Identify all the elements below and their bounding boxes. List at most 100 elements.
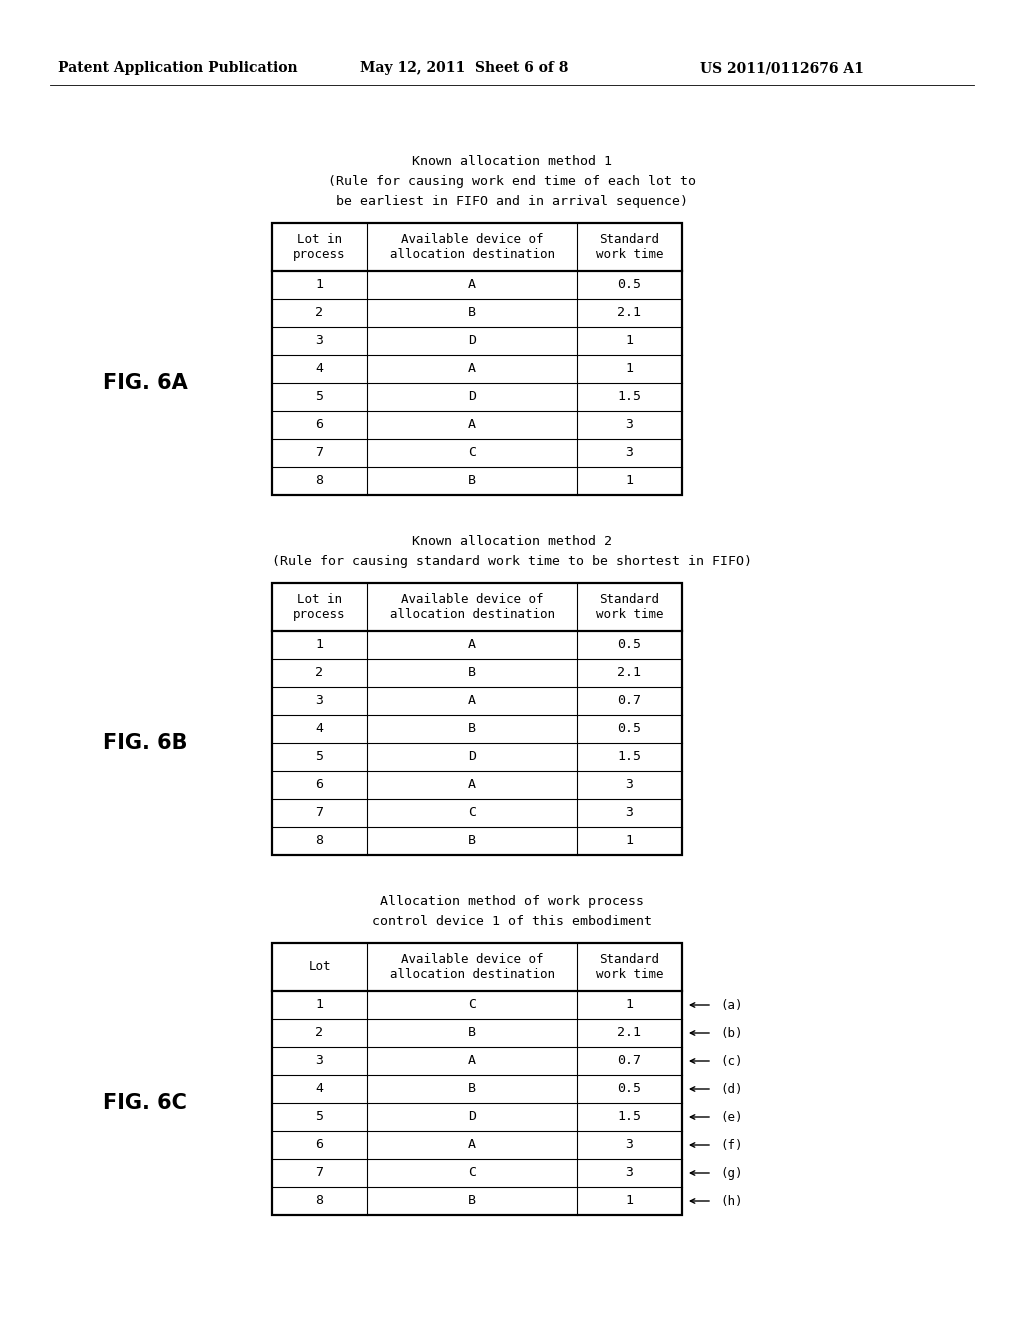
Text: 1.5: 1.5 — [617, 391, 641, 404]
Text: A: A — [468, 779, 476, 792]
Text: 5: 5 — [315, 751, 324, 763]
Text: (f): (f) — [720, 1138, 742, 1151]
Text: B: B — [468, 834, 476, 847]
Text: 8: 8 — [315, 1195, 324, 1208]
Text: 6: 6 — [315, 1138, 324, 1151]
Text: 6: 6 — [315, 779, 324, 792]
Text: 8: 8 — [315, 834, 324, 847]
Text: Standard
work time: Standard work time — [596, 953, 664, 981]
Text: (a): (a) — [720, 998, 742, 1011]
Text: Available device of
allocation destination: Available device of allocation destinati… — [389, 953, 555, 981]
Text: 0.7: 0.7 — [617, 1055, 641, 1068]
Text: May 12, 2011  Sheet 6 of 8: May 12, 2011 Sheet 6 of 8 — [360, 61, 568, 75]
Text: Patent Application Publication: Patent Application Publication — [58, 61, 298, 75]
Text: Lot in
process: Lot in process — [293, 234, 346, 261]
Text: 1: 1 — [626, 474, 634, 487]
Text: be earliest in FIFO and in arrival sequence): be earliest in FIFO and in arrival seque… — [336, 195, 688, 209]
Text: A: A — [468, 1138, 476, 1151]
Text: 8: 8 — [315, 474, 324, 487]
Text: (h): (h) — [720, 1195, 742, 1208]
Text: US 2011/0112676 A1: US 2011/0112676 A1 — [700, 61, 864, 75]
Text: Lot: Lot — [308, 961, 331, 974]
Text: B: B — [468, 667, 476, 680]
Text: 3: 3 — [315, 334, 324, 347]
Text: B: B — [468, 1195, 476, 1208]
Text: C: C — [468, 807, 476, 820]
Text: D: D — [468, 334, 476, 347]
Text: 2: 2 — [315, 1027, 324, 1040]
Text: 0.5: 0.5 — [617, 279, 641, 292]
Text: Available device of
allocation destination: Available device of allocation destinati… — [389, 593, 555, 620]
Text: 2.1: 2.1 — [617, 1027, 641, 1040]
Text: (e): (e) — [720, 1110, 742, 1123]
Text: Known allocation method 1: Known allocation method 1 — [412, 154, 612, 168]
Text: B: B — [468, 1027, 476, 1040]
Text: FIG. 6A: FIG. 6A — [102, 374, 187, 393]
Bar — [272, 223, 682, 495]
Text: D: D — [468, 751, 476, 763]
Text: 1: 1 — [626, 834, 634, 847]
Text: 2: 2 — [315, 306, 324, 319]
Text: (g): (g) — [720, 1167, 742, 1180]
Text: FIG. 6B: FIG. 6B — [102, 733, 187, 752]
Text: 5: 5 — [315, 1110, 324, 1123]
Text: 3: 3 — [626, 779, 634, 792]
Text: A: A — [468, 363, 476, 375]
Text: 1: 1 — [626, 998, 634, 1011]
Text: (b): (b) — [720, 1027, 742, 1040]
Text: 7: 7 — [315, 1167, 324, 1180]
Text: 1: 1 — [626, 1195, 634, 1208]
Text: D: D — [468, 391, 476, 404]
Text: 4: 4 — [315, 722, 324, 735]
Bar — [272, 942, 682, 1214]
Text: A: A — [468, 639, 476, 652]
Text: 5: 5 — [315, 391, 324, 404]
Text: 3: 3 — [626, 418, 634, 432]
Bar — [272, 583, 682, 855]
Text: 1: 1 — [315, 279, 324, 292]
Text: B: B — [468, 722, 476, 735]
Text: 3: 3 — [315, 694, 324, 708]
Text: Standard
work time: Standard work time — [596, 234, 664, 261]
Text: (Rule for causing work end time of each lot to: (Rule for causing work end time of each … — [328, 176, 696, 187]
Text: A: A — [468, 279, 476, 292]
Text: 2.1: 2.1 — [617, 306, 641, 319]
Text: A: A — [468, 694, 476, 708]
Text: B: B — [468, 1082, 476, 1096]
Text: (Rule for causing standard work time to be shortest in FIFO): (Rule for causing standard work time to … — [272, 554, 752, 568]
Text: 1: 1 — [626, 363, 634, 375]
Text: 6: 6 — [315, 418, 324, 432]
Text: 2: 2 — [315, 667, 324, 680]
Text: 2.1: 2.1 — [617, 667, 641, 680]
Text: (c): (c) — [720, 1055, 742, 1068]
Text: 4: 4 — [315, 363, 324, 375]
Text: control device 1 of this embodiment: control device 1 of this embodiment — [372, 915, 652, 928]
Text: (d): (d) — [720, 1082, 742, 1096]
Text: A: A — [468, 418, 476, 432]
Text: B: B — [468, 306, 476, 319]
Text: 0.7: 0.7 — [617, 694, 641, 708]
Text: 7: 7 — [315, 807, 324, 820]
Text: Available device of
allocation destination: Available device of allocation destinati… — [389, 234, 555, 261]
Text: 3: 3 — [315, 1055, 324, 1068]
Text: 3: 3 — [626, 1138, 634, 1151]
Text: D: D — [468, 1110, 476, 1123]
Text: 1.5: 1.5 — [617, 751, 641, 763]
Text: C: C — [468, 998, 476, 1011]
Text: C: C — [468, 1167, 476, 1180]
Text: Lot in
process: Lot in process — [293, 593, 346, 620]
Text: Allocation method of work process: Allocation method of work process — [380, 895, 644, 908]
Text: 3: 3 — [626, 1167, 634, 1180]
Text: 0.5: 0.5 — [617, 1082, 641, 1096]
Text: Standard
work time: Standard work time — [596, 593, 664, 620]
Text: 3: 3 — [626, 807, 634, 820]
Text: 0.5: 0.5 — [617, 722, 641, 735]
Text: 1: 1 — [626, 334, 634, 347]
Text: Known allocation method 2: Known allocation method 2 — [412, 535, 612, 548]
Text: B: B — [468, 474, 476, 487]
Text: C: C — [468, 446, 476, 459]
Text: 7: 7 — [315, 446, 324, 459]
Text: 0.5: 0.5 — [617, 639, 641, 652]
Text: 1.5: 1.5 — [617, 1110, 641, 1123]
Text: 1: 1 — [315, 998, 324, 1011]
